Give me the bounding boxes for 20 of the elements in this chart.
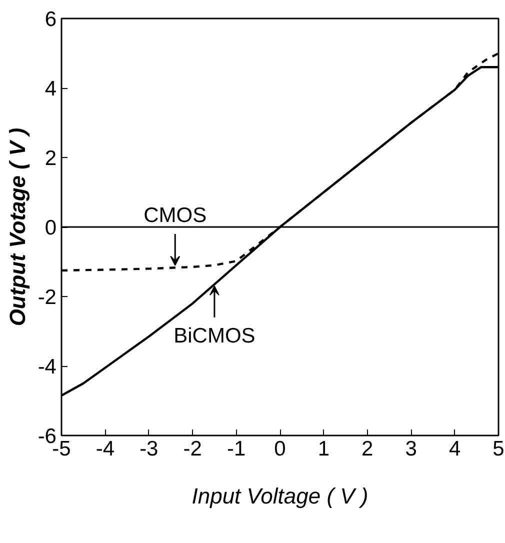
x-tick-label: -3 <box>140 438 158 460</box>
x-tick-label: -1 <box>226 438 246 460</box>
y-tick-label: 6 <box>44 8 57 31</box>
x-tick-label: 0 <box>274 438 286 460</box>
x-tick-label: 1 <box>318 438 330 460</box>
x-tick-label: 5 <box>492 438 504 460</box>
y-tick-label: -2 <box>38 286 57 309</box>
x-tick-label: -4 <box>96 438 115 460</box>
y-tick-label: -4 <box>38 356 57 378</box>
y-axis-title: Output Votage ( V ) <box>4 128 30 326</box>
y-tick-label: 2 <box>44 147 57 170</box>
x-axis-title: Input Voltage ( V ) <box>192 484 368 508</box>
y-tick-label: 0 <box>44 216 57 240</box>
x-tick-label: 4 <box>448 438 461 460</box>
y-tick-label: 4 <box>44 78 57 100</box>
x-tick-label: 3 <box>405 438 417 460</box>
annotation: BiCMOS <box>174 324 256 348</box>
annotation: CMOS <box>144 204 207 227</box>
x-tick-label: 2 <box>362 438 374 460</box>
x-tick-label: -2 <box>183 438 202 460</box>
